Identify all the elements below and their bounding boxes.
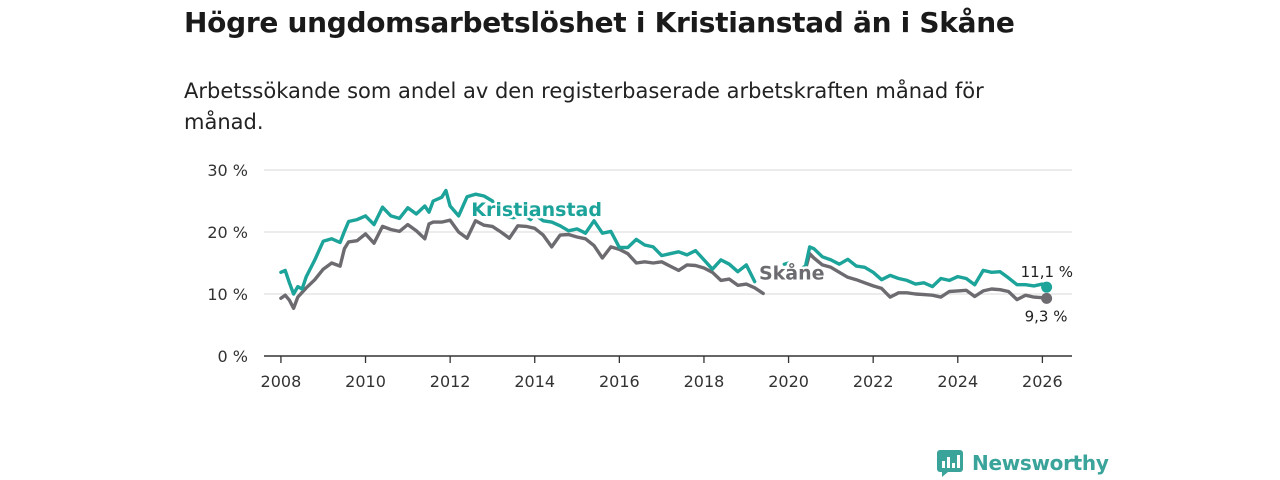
chart-title: Högre ungdomsarbetslöshet i Kristianstad…	[184, 6, 1015, 39]
series-label-skane: Skåne	[759, 261, 825, 285]
x-tick-label: 2014	[514, 372, 555, 391]
x-tick-label: 2016	[599, 372, 640, 391]
x-tick-label: 2026	[1022, 372, 1063, 391]
x-tick-label: 2008	[261, 372, 302, 391]
end-point-kristianstad	[1041, 281, 1053, 293]
series-lines	[279, 188, 1053, 310]
series-label-kristianstad: Kristianstad	[471, 199, 602, 221]
brand-name: Newsworthy	[972, 451, 1109, 475]
newsworthy-logo-icon	[937, 450, 963, 477]
y-tick-label: 20 %	[207, 223, 248, 242]
y-tick-label: 30 %	[207, 161, 248, 180]
end-label-skane: 9,3 %	[1025, 307, 1068, 325]
brand: Newsworthy	[936, 448, 1109, 478]
y-tick-label: 0 %	[218, 347, 248, 366]
series-line-kristianstad	[279, 188, 1049, 296]
annotations: 11,1 % 9,3 % Kristianstad Skåne	[469, 196, 1073, 325]
series-line-skane	[279, 218, 1049, 310]
chart-subtitle: Arbetssökande som andel av den registerb…	[184, 79, 984, 134]
grid-lines	[264, 169, 1072, 295]
x-tick-label: 2020	[768, 372, 809, 391]
x-tick-label: 2012	[430, 372, 471, 391]
x-tick-label: 2010	[345, 372, 386, 391]
end-point-skane	[1041, 292, 1053, 304]
x-tick-label: 2024	[937, 372, 978, 391]
end-label-kristianstad: 11,1 %	[1021, 263, 1073, 281]
x-tick-label: 2018	[684, 372, 725, 391]
x-axis: 2008 2010 2012 2014 2016 2018 2020 2022 2024 2026	[261, 355, 1072, 391]
y-axis-labels: 0 % 10 % 20 % 30 %	[207, 161, 248, 366]
y-tick-label: 10 %	[207, 285, 248, 304]
x-tick-label: 2022	[853, 372, 894, 391]
